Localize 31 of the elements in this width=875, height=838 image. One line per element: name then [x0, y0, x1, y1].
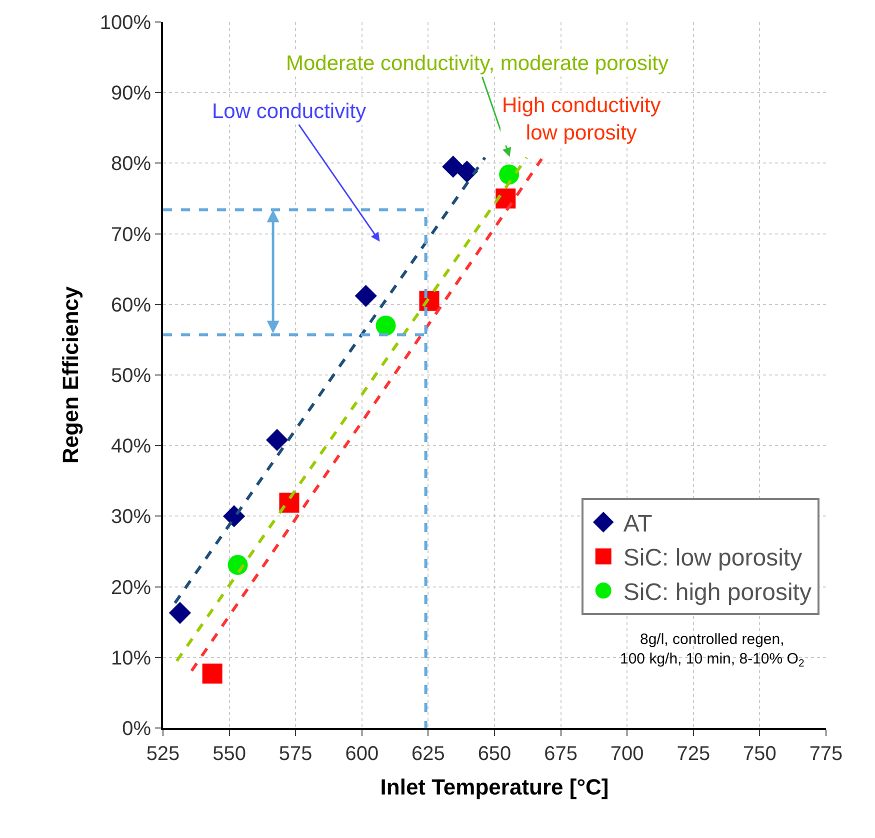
x-tick-label: 775: [809, 743, 843, 765]
annotation: High conductivity low porosity: [502, 94, 662, 144]
y-tick-label: 20%: [110, 576, 152, 599]
legend-label: AT: [623, 510, 653, 538]
x-tick-label: 750: [743, 743, 776, 765]
annotation: Low conductivity: [212, 100, 367, 123]
y-tick-label: 30%: [110, 506, 152, 528]
x-tick-label: 725: [676, 743, 710, 765]
x-tick-label: 625: [412, 743, 445, 765]
legend-label: SiC: low porosity: [623, 544, 802, 572]
y-tick-label: 90%: [110, 82, 152, 105]
y-axis-title: Regen Efficiency: [58, 286, 84, 464]
x-tick-label: 550: [212, 743, 246, 765]
y-tick-label: 60%: [110, 294, 152, 316]
legend-label: SiC: high porosity: [623, 578, 812, 606]
x-tick-label: 525: [146, 743, 180, 765]
y-tick-label: 80%: [110, 153, 152, 176]
x-tick-label: 675: [544, 743, 578, 765]
x-axis-title: Inlet Temperature [°C]: [380, 774, 609, 800]
y-tick-label: 0%: [122, 718, 152, 740]
annotation: Moderate conductivity, moderate porosity: [286, 52, 669, 75]
y-tick-label: 70%: [110, 224, 152, 246]
y-tick-label: 40%: [110, 436, 152, 458]
x-tick-label: 575: [278, 743, 312, 765]
y-tick-label: 50%: [110, 365, 152, 387]
x-tick-label: 700: [610, 743, 644, 765]
y-tick-label: 10%: [110, 647, 152, 670]
annotation: 8g/l, controlled regen, 100 kg/h, 10 min, 8-10% O$_{2}$: [620, 631, 804, 670]
y-tick-label: 100%: [100, 12, 152, 34]
x-tick-label: 600: [345, 743, 379, 765]
x-tick-label: 650: [478, 743, 512, 765]
